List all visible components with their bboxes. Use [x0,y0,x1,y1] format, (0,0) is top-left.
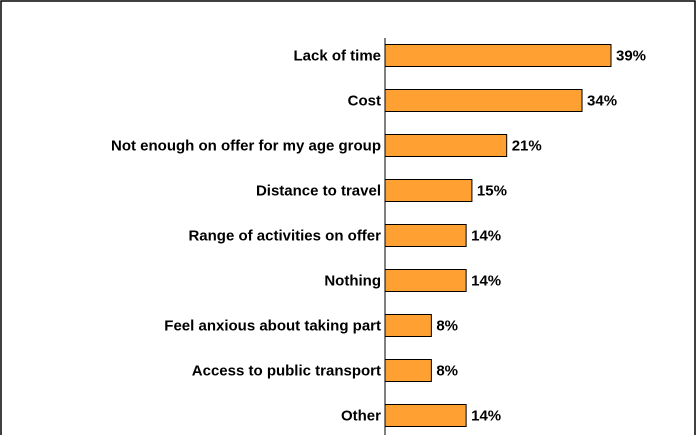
category-label-6: Feel anxious about taking part [164,318,381,335]
bar-8 [384,404,467,427]
data-label-0: 39% [616,48,646,65]
category-label-2: Not enough on offer for my age group [111,138,381,155]
category-label-5: Nothing [324,273,381,290]
bar-5 [384,269,467,292]
bar-7 [384,359,432,382]
bar-1 [384,89,583,112]
category-label-3: Distance to travel [256,183,381,200]
bars-layer [384,44,612,427]
category-label-1: Cost [348,93,381,110]
data-label-2: 21% [512,138,542,155]
data-label-5: 14% [471,273,501,290]
data-label-6: 8% [436,318,458,335]
data-label-3: 15% [477,183,507,200]
data-label-4: 14% [471,228,501,245]
bar-3 [384,179,473,202]
bar-2 [384,134,508,157]
category-label-4: Range of activities on offer [188,228,381,245]
data-label-8: 14% [471,408,501,425]
data-label-7: 8% [436,363,458,380]
bar-0 [384,44,612,67]
labels-layer: Lack of time 39% Cost 34% Not enough on offe… [111,48,646,425]
category-label-8: Other [341,408,381,425]
category-label-0: Lack of time [293,48,381,65]
category-label-7: Access to public transport [192,363,381,380]
bar-4 [384,224,467,247]
data-label-1: 34% [587,93,617,110]
bar-6 [384,314,432,337]
